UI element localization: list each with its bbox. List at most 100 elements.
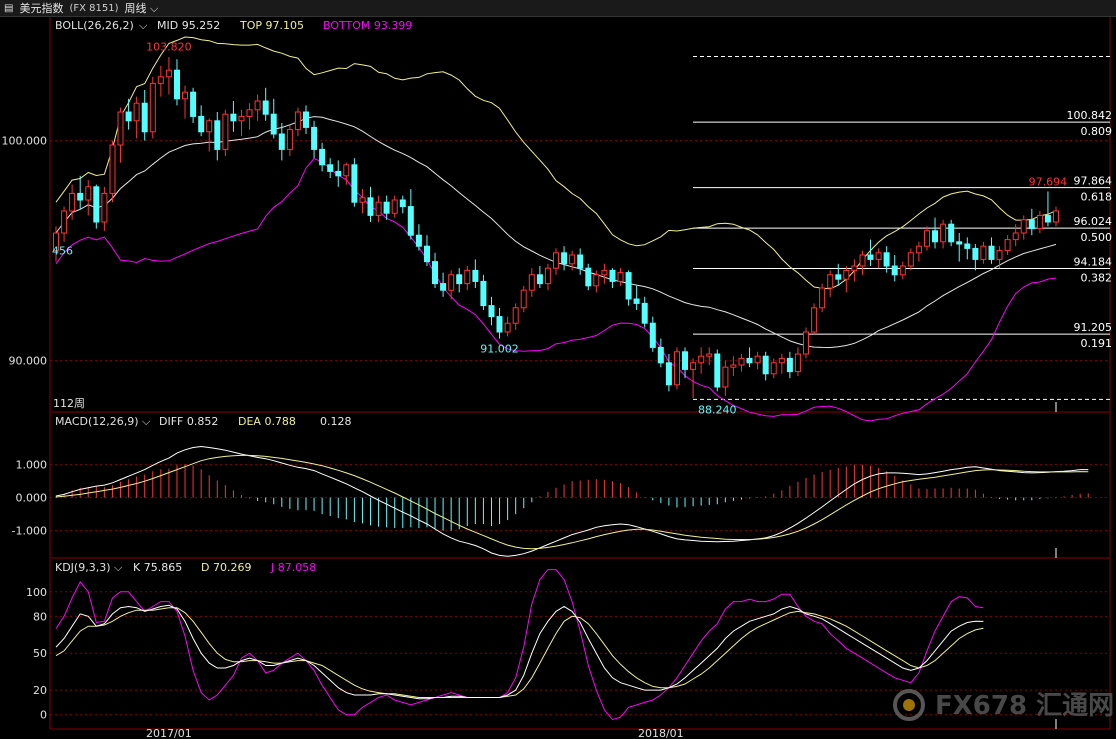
boll-bottom-line xyxy=(55,157,1057,422)
price-annotation: 88.240 xyxy=(698,403,737,416)
chevron-down-icon: ⌵ xyxy=(114,561,123,574)
y-tick-label: 100.000 xyxy=(2,135,48,148)
chart-area[interactable]: 100.000 90.000 100.842 0.809 97.864 0.618 96.0… xyxy=(0,17,1116,739)
candle-body xyxy=(924,230,930,247)
y-tick-label: -1.000 xyxy=(12,525,47,538)
candle-body xyxy=(1036,214,1043,230)
price-annotation: 97.694 xyxy=(1029,175,1068,188)
candle-body xyxy=(432,261,438,285)
candle-body xyxy=(222,113,229,150)
candle-body xyxy=(375,201,382,216)
candle-body xyxy=(359,197,366,203)
chart-icon: ▤ xyxy=(4,2,14,14)
candle-body xyxy=(383,201,390,214)
candle-body xyxy=(214,120,221,150)
fib-ratio-label: 0.382 xyxy=(1081,272,1113,285)
candle-body xyxy=(504,322,511,333)
candle-body xyxy=(851,265,858,271)
boll-top-value: TOP 97.105 xyxy=(239,19,304,32)
candle-body xyxy=(657,346,664,364)
fib-price-label: 100.842 xyxy=(1067,109,1113,122)
candle-body xyxy=(472,269,479,282)
candle-body xyxy=(1004,239,1011,252)
candle-body xyxy=(609,269,616,282)
fib-price-label: 91.205 xyxy=(1074,321,1113,334)
candle-body xyxy=(811,307,818,333)
candle-body xyxy=(456,274,463,285)
candle-body xyxy=(1028,219,1035,230)
candle-body xyxy=(133,102,140,122)
candle-body xyxy=(980,245,987,260)
period-label: 周线 xyxy=(124,2,147,15)
price-annotation: 91.002 xyxy=(480,343,519,356)
candle-body xyxy=(182,91,188,100)
candle-body xyxy=(165,69,172,78)
price-annotation: 103.820 xyxy=(146,41,192,54)
y-tick-label: 80 xyxy=(33,610,47,623)
candle-body xyxy=(367,197,374,216)
candle-body xyxy=(270,113,277,135)
fib-ratio-label: 0.500 xyxy=(1081,231,1113,244)
candle-body xyxy=(827,274,834,289)
candle-body xyxy=(964,243,971,249)
candle-body xyxy=(286,129,293,150)
candle-body xyxy=(488,305,495,318)
boll-indicator-name[interactable]: BOLL(26,26,2) xyxy=(55,19,134,32)
candle-body xyxy=(246,109,253,117)
candle-body xyxy=(149,82,156,133)
period-selector[interactable]: 周线 ⌵ xyxy=(125,0,159,16)
y-tick-label: 1.000 xyxy=(16,459,48,472)
candle-body xyxy=(940,223,947,243)
candle-body xyxy=(907,252,914,267)
candle-body xyxy=(1044,214,1051,223)
candle-body xyxy=(319,148,326,166)
macd-diff-line xyxy=(55,445,1089,557)
candle-body xyxy=(230,113,237,122)
candle-body xyxy=(932,230,938,243)
candle-body xyxy=(617,272,624,282)
macd-indicator-name[interactable]: MACD(12,26,9) xyxy=(55,415,139,428)
bar-count-label: 112周 xyxy=(53,397,85,410)
title-bar: ▤ 美元指数 (FX 8151) 周线 ⌵ xyxy=(0,0,1116,17)
kdj-j-line xyxy=(55,569,984,721)
candle-body xyxy=(125,111,132,122)
candle-body xyxy=(101,192,108,223)
candle-body xyxy=(407,206,414,236)
candle-body xyxy=(496,316,503,333)
candle-body xyxy=(1020,219,1027,234)
candle-body xyxy=(85,186,92,201)
candle-body xyxy=(93,186,100,223)
candle-body xyxy=(738,357,745,366)
candle-body xyxy=(553,252,559,269)
candle-body xyxy=(690,362,697,370)
candle-body xyxy=(915,245,922,254)
candle-body xyxy=(198,115,205,133)
macd-dea-line xyxy=(55,454,1089,550)
candle-body xyxy=(674,351,680,386)
instrument-symbol: (FX 8151) xyxy=(69,2,119,14)
kdj-j-value: J 87.058 xyxy=(270,561,316,574)
kdj-indicator-name[interactable]: KDJ(9,3,3) xyxy=(55,561,111,574)
candle-body xyxy=(585,267,592,287)
candle-body xyxy=(561,252,568,265)
candle-body xyxy=(278,133,285,150)
fib-ratio-label: 0.191 xyxy=(1081,337,1113,350)
fib-price-label: 97.864 xyxy=(1074,175,1113,188)
watermark-text: FX678 汇通网 xyxy=(935,691,1114,721)
candle-body xyxy=(714,353,721,388)
watermark-logo: FX678 汇通网 xyxy=(893,689,1114,721)
candle-body xyxy=(415,234,422,247)
candle-body xyxy=(770,362,777,375)
candle-body xyxy=(512,307,519,324)
candle-body xyxy=(262,100,269,115)
y-tick-label: 100 xyxy=(26,586,47,599)
chevron-down-icon: ⌵ xyxy=(139,19,148,32)
candle-body xyxy=(254,100,261,111)
y-tick-label: 90.000 xyxy=(9,355,48,368)
candle-body xyxy=(569,254,576,265)
candle-body xyxy=(730,364,737,368)
candle-body xyxy=(424,245,430,263)
candle-body xyxy=(448,274,455,291)
candle-body xyxy=(440,283,447,291)
candle-body xyxy=(867,254,874,260)
